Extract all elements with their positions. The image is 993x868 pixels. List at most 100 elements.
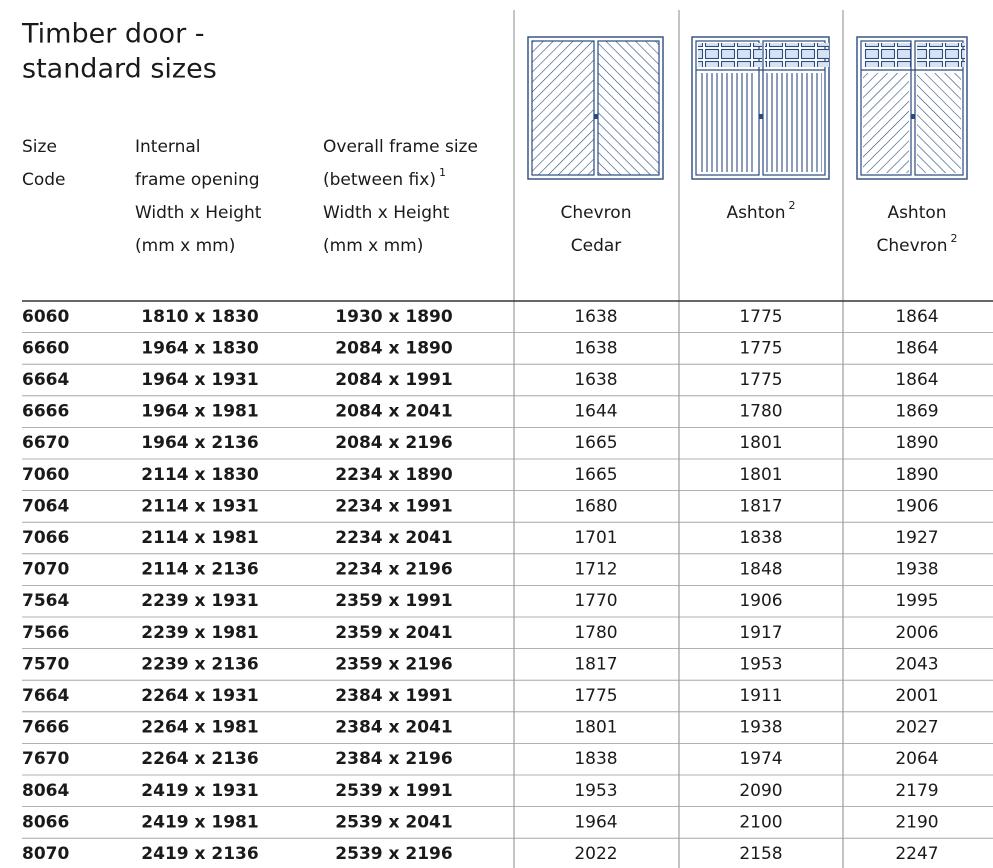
value-cell: 1775 <box>739 338 782 358</box>
size-cell: 2359 x 2196 <box>335 654 452 674</box>
value-cell: 1890 <box>895 465 938 485</box>
value-cell: 1911 <box>739 686 782 706</box>
size-cell: 2359 x 1991 <box>335 591 452 611</box>
value-cell: 1801 <box>574 718 617 738</box>
size-cell: 1964 x 1931 <box>141 370 258 390</box>
value-cell: 2190 <box>895 812 938 832</box>
value-cell: 1953 <box>574 781 617 801</box>
value-cell: 1770 <box>574 591 617 611</box>
header-text: Ashton <box>726 203 785 223</box>
size-cell: 2264 x 1981 <box>141 718 258 738</box>
value-cell: 1780 <box>574 623 617 643</box>
size-cell: 7666 <box>22 718 69 738</box>
size-cell: 2264 x 2136 <box>141 749 258 769</box>
size-cell: 2114 x 1830 <box>141 465 259 485</box>
size-cell: 2384 x 2041 <box>335 718 452 738</box>
value-cell: 1638 <box>574 307 617 327</box>
footnote-mark: 1 <box>439 166 446 179</box>
value-cell: 1995 <box>895 591 938 611</box>
size-cell: 2084 x 1890 <box>335 338 453 358</box>
value-cell: 1838 <box>739 528 782 548</box>
value-cell: 2027 <box>895 718 938 738</box>
size-cell: 2539 x 2041 <box>335 812 452 832</box>
size-cell: 2084 x 2041 <box>335 402 452 422</box>
size-cell: 2359 x 2041 <box>335 623 452 643</box>
size-cell: 1964 x 1830 <box>141 338 259 358</box>
size-cell: 1964 x 2136 <box>141 433 258 453</box>
value-cell: 1938 <box>739 718 782 738</box>
door-icon-chevron-cedar <box>527 36 664 180</box>
size-cell: 7066 <box>22 528 69 548</box>
size-cell: 2114 x 2136 <box>141 560 258 580</box>
header-line: Overall frame size <box>323 137 478 157</box>
header-line: Ashton <box>887 203 946 223</box>
value-cell: 1906 <box>739 591 782 611</box>
header-line: frame opening <box>135 170 260 190</box>
title-line: standard sizes <box>22 54 217 85</box>
header-line: Size <box>22 137 57 157</box>
size-cell: 2114 x 1931 <box>141 496 258 516</box>
size-cell: 6060 <box>22 307 69 327</box>
size-cell: 2084 x 2196 <box>335 433 452 453</box>
size-cell: 7070 <box>22 560 69 580</box>
size-cell: 1964 x 1981 <box>141 402 258 422</box>
value-cell: 1964 <box>574 812 617 832</box>
header-line: Width x Height <box>135 203 262 223</box>
size-cell: 7566 <box>22 623 69 643</box>
value-cell: 2001 <box>895 686 938 706</box>
value-cell: 1801 <box>739 465 782 485</box>
value-cell: 1974 <box>739 749 782 769</box>
value-cell: 1775 <box>574 686 617 706</box>
header-line: Ashton 2 <box>726 199 795 223</box>
size-cell: 1930 x 1890 <box>335 307 453 327</box>
header-line: Internal <box>135 137 201 157</box>
header-line: Code <box>22 170 66 190</box>
value-cell: 1864 <box>895 370 938 390</box>
size-cell: 2234 x 2196 <box>335 560 452 580</box>
value-cell: 1869 <box>895 402 938 422</box>
size-cell: 2539 x 2196 <box>335 844 452 864</box>
door-icon-ashton <box>691 36 830 180</box>
size-cell: 2234 x 1890 <box>335 465 453 485</box>
value-cell: 1665 <box>574 433 617 453</box>
value-cell: 1712 <box>574 560 617 580</box>
value-cell: 1638 <box>574 338 617 358</box>
footnote-mark: 2 <box>950 232 957 245</box>
title-line: Timber door - <box>21 19 205 50</box>
size-cell: 7564 <box>22 591 69 611</box>
value-cell: 2022 <box>574 844 617 864</box>
size-cell: 6670 <box>22 433 69 453</box>
size-cell: 7570 <box>22 654 69 674</box>
size-cell: 8066 <box>22 812 69 832</box>
size-cell: 6660 <box>22 338 69 358</box>
size-cell: 2239 x 1931 <box>141 591 258 611</box>
value-cell: 2179 <box>895 781 938 801</box>
value-cell: 1680 <box>574 496 617 516</box>
header-line: (mm x mm) <box>135 236 235 256</box>
header-line: Chevron <box>561 203 632 223</box>
size-cell: 7664 <box>22 686 69 706</box>
value-cell: 1644 <box>574 402 617 422</box>
door-icon-ashton-chevron <box>856 36 968 180</box>
size-cell: 7064 <box>22 496 69 516</box>
size-cell: 2234 x 2041 <box>335 528 452 548</box>
value-cell: 1890 <box>895 433 938 453</box>
size-cell: 8070 <box>22 844 69 864</box>
value-cell: 1917 <box>739 623 782 643</box>
value-cell: 2064 <box>895 749 938 769</box>
header-line: Cedar <box>571 236 622 256</box>
header-line: Width x Height <box>323 203 450 223</box>
size-cell: 2234 x 1991 <box>335 496 452 516</box>
size-cell: 2264 x 1931 <box>141 686 258 706</box>
size-cell: 2419 x 2136 <box>141 844 258 864</box>
value-cell: 1775 <box>739 370 782 390</box>
value-cell: 1775 <box>739 307 782 327</box>
header-line: (mm x mm) <box>323 236 423 256</box>
value-cell: 1953 <box>739 654 782 674</box>
value-cell: 1665 <box>574 465 617 485</box>
header-text: (between fix) <box>323 170 436 190</box>
value-cell: 1817 <box>574 654 617 674</box>
size-cell: 2419 x 1931 <box>141 781 258 801</box>
header-line: Chevron 2 <box>877 232 958 256</box>
